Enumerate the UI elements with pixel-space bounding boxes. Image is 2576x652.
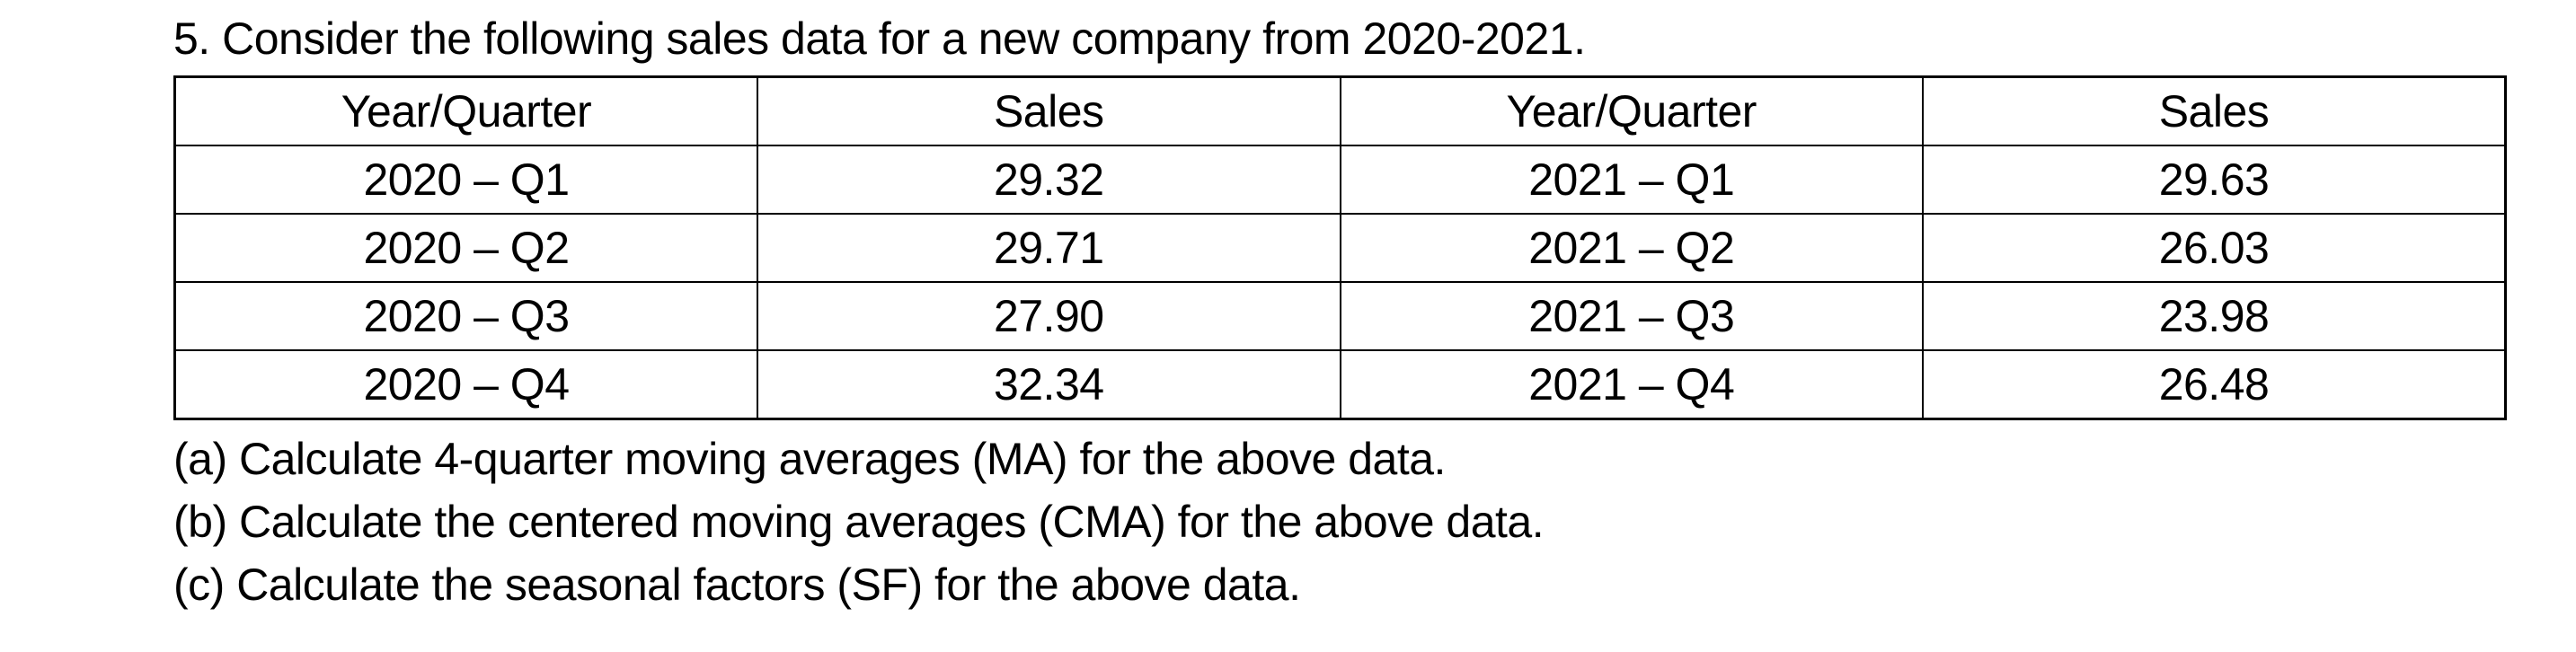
table-body: 2020 – Q1 29.32 2021 – Q1 29.63 2020 – Q… xyxy=(173,145,2507,420)
table-header-cell: Year/Quarter xyxy=(1339,75,1924,146)
table-cell: 29.32 xyxy=(757,145,1341,215)
table-cell: 23.98 xyxy=(1922,281,2507,351)
table-header: Year/Quarter Sales Year/Quarter Sales xyxy=(173,75,2507,146)
table-cell: 2020 – Q1 xyxy=(173,145,758,215)
table-row: 2020 – Q2 29.71 2021 – Q2 26.03 xyxy=(173,213,2507,283)
table-cell: 2020 – Q3 xyxy=(173,281,758,351)
problem-title: 5. Consider the following sales data for… xyxy=(173,13,1586,64)
question-a: (a) Calculate 4-quarter moving averages … xyxy=(173,434,1446,484)
table-header-row: Year/Quarter Sales Year/Quarter Sales xyxy=(173,75,2507,146)
table-cell: 27.90 xyxy=(757,281,1341,351)
question-list: (a) Calculate 4-quarter moving averages … xyxy=(173,427,2507,616)
table-header-cell: Sales xyxy=(757,75,1341,146)
table-row: 2020 – Q3 27.90 2021 – Q3 23.98 xyxy=(173,281,2507,351)
document-content: 5. Consider the following sales data for… xyxy=(173,0,2507,616)
table-cell: 2021 – Q3 xyxy=(1339,281,1924,351)
table-row: 2020 – Q4 32.34 2021 – Q4 26.48 xyxy=(173,349,2507,420)
table-cell: 2021 – Q1 xyxy=(1339,145,1924,215)
table-cell: 26.48 xyxy=(1922,349,2507,420)
table-cell: 32.34 xyxy=(757,349,1341,420)
table-cell: 2020 – Q2 xyxy=(173,213,758,283)
question-b: (b) Calculate the centered moving averag… xyxy=(173,497,1545,547)
table-cell: 26.03 xyxy=(1922,213,2507,283)
table-cell: 2021 – Q4 xyxy=(1339,349,1924,420)
question-c: (c) Calculate the seasonal factors (SF) … xyxy=(173,559,1301,610)
table-cell: 2021 – Q2 xyxy=(1339,213,1924,283)
table-cell: 29.63 xyxy=(1922,145,2507,215)
table-cell: 2020 – Q4 xyxy=(173,349,758,420)
table-row: 2020 – Q1 29.32 2021 – Q1 29.63 xyxy=(173,145,2507,215)
table-cell: 29.71 xyxy=(757,213,1341,283)
sales-data-table: Year/Quarter Sales Year/Quarter Sales 20… xyxy=(173,75,2507,420)
table-header-cell: Sales xyxy=(1922,75,2507,146)
table-header-cell: Year/Quarter xyxy=(173,75,758,146)
